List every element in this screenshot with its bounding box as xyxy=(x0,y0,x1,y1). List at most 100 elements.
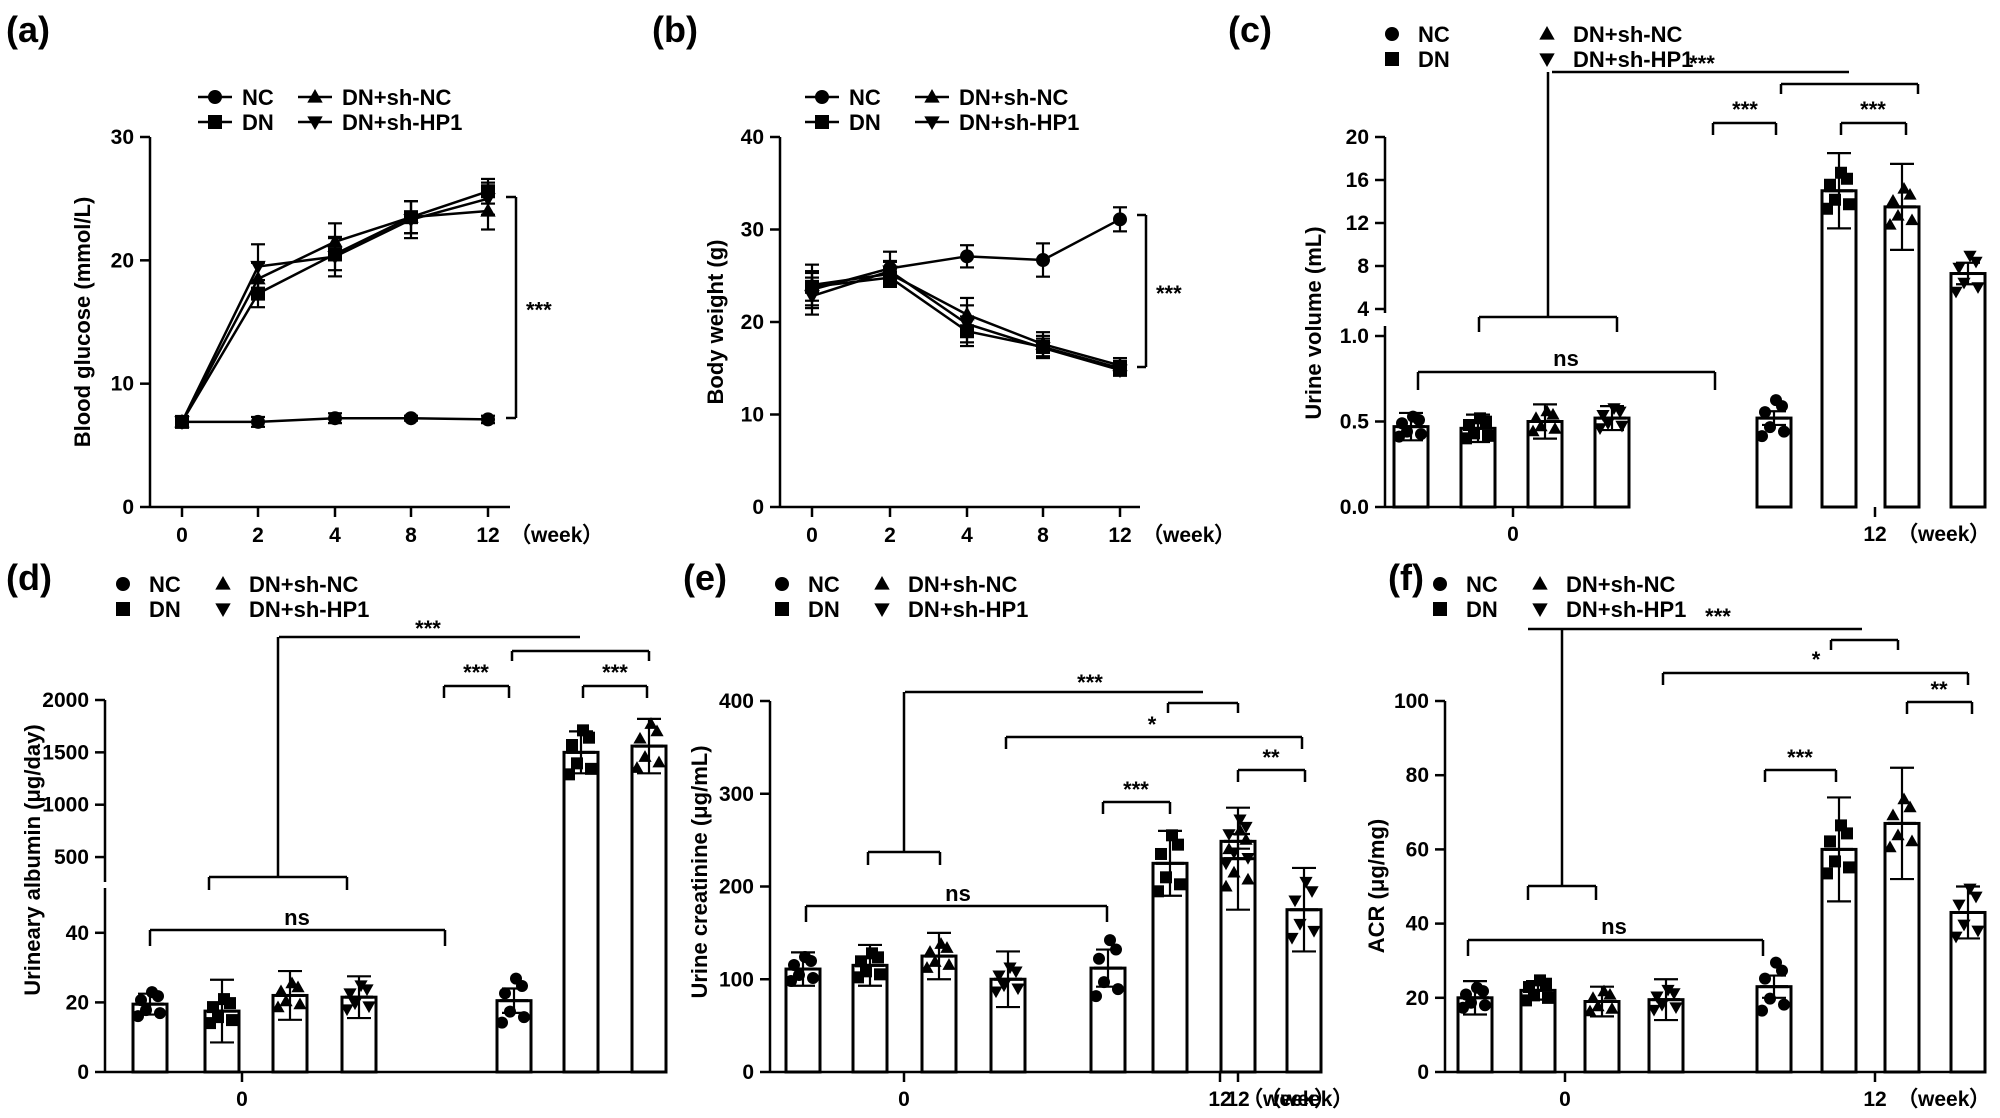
y-tick-label: 20 xyxy=(1346,126,1369,149)
y-tick-label: 200 xyxy=(719,876,754,899)
individual-point xyxy=(566,739,578,752)
individual-point xyxy=(1615,420,1629,433)
y-axis-title: Body weight (g) xyxy=(703,240,728,405)
individual-point xyxy=(638,750,652,762)
sig-label: ns xyxy=(1553,346,1579,371)
legend-marker xyxy=(775,577,789,591)
bar xyxy=(562,750,600,1074)
panel-label: (d) xyxy=(6,557,52,598)
legend-label: NC xyxy=(1466,572,1498,597)
individual-point xyxy=(1971,282,1985,294)
individual-point xyxy=(992,970,1006,983)
individual-point xyxy=(920,961,934,973)
y-tick-label: 8 xyxy=(1357,255,1369,278)
x-tick-label: 0 xyxy=(806,524,818,547)
individual-point xyxy=(1835,166,1847,179)
individual-point xyxy=(644,717,658,729)
individual-point xyxy=(510,972,522,985)
individual-point xyxy=(1299,876,1313,889)
individual-point xyxy=(799,951,811,964)
legend-label: DN+sh-NC xyxy=(249,572,359,597)
y-tick-label: 0.0 xyxy=(1340,496,1369,519)
data-point xyxy=(959,318,975,332)
legend-marker xyxy=(924,88,940,103)
individual-point xyxy=(1897,792,1911,805)
individual-point xyxy=(1307,925,1321,938)
y-tick-label: 0 xyxy=(752,496,764,519)
individual-point xyxy=(1603,987,1617,1000)
individual-point xyxy=(1897,181,1911,194)
individual-point xyxy=(585,762,597,775)
legend-label: DN xyxy=(808,597,840,622)
individual-point xyxy=(285,976,299,989)
y-tick-label: 0 xyxy=(77,1061,89,1084)
legend-label: DN xyxy=(242,110,274,135)
legend-label: DN+sh-HP1 xyxy=(342,110,462,135)
x-tick-label: 8 xyxy=(1037,524,1049,547)
individual-point xyxy=(1883,840,1897,853)
sig-label: *** xyxy=(1787,745,1813,770)
individual-point xyxy=(1110,943,1122,956)
data-point xyxy=(328,411,342,426)
data-point xyxy=(1112,364,1128,379)
individual-point xyxy=(1241,872,1255,885)
individual-point xyxy=(630,761,644,773)
legend-label: DN+sh-NC xyxy=(342,85,452,110)
y-tick-label: 0 xyxy=(1417,1061,1429,1084)
sig-label: ns xyxy=(1601,914,1627,939)
individual-point xyxy=(1155,847,1167,860)
individual-point xyxy=(1233,823,1247,836)
y-tick-label: 40 xyxy=(741,126,764,149)
x-tick-label: 4 xyxy=(961,524,973,547)
individual-point xyxy=(874,968,886,981)
y-tick-label: 100 xyxy=(719,968,754,991)
individual-point xyxy=(1601,418,1615,430)
individual-point xyxy=(1593,423,1607,435)
individual-point xyxy=(1526,424,1540,437)
x-tick-label: 12 xyxy=(1108,524,1131,547)
individual-point xyxy=(1883,217,1897,230)
individual-point xyxy=(1457,1001,1469,1014)
individual-point xyxy=(1843,198,1855,211)
legend-marker xyxy=(775,602,789,616)
legend-label: DN xyxy=(1418,47,1450,72)
individual-point xyxy=(1534,419,1548,432)
legend-marker xyxy=(116,577,130,591)
y-tick-label: 0 xyxy=(122,496,134,519)
y-tick-label: 500 xyxy=(54,846,89,869)
individual-point xyxy=(154,1007,166,1020)
sig-label: *** xyxy=(1077,670,1103,695)
individual-point xyxy=(1285,932,1299,945)
individual-point xyxy=(1596,409,1610,422)
individual-point xyxy=(1460,432,1472,445)
sig-bracket-group: *** xyxy=(1552,51,1920,94)
y-tick-label: 100 xyxy=(1394,690,1429,713)
individual-point xyxy=(1655,999,1669,1012)
y-axis-title: ACR (μg/mg) xyxy=(1364,819,1389,953)
individual-point xyxy=(1759,972,1771,985)
sig-label: * xyxy=(1812,647,1821,672)
individual-point xyxy=(1949,931,1963,944)
individual-point xyxy=(496,1016,508,1029)
individual-point xyxy=(1661,984,1675,997)
individual-point xyxy=(1821,202,1833,215)
x-tick-label: 12 xyxy=(1863,1088,1886,1111)
individual-point xyxy=(1756,430,1768,443)
legend-marker xyxy=(1433,577,1447,591)
individual-point xyxy=(1542,991,1554,1004)
x-tick-label: 8 xyxy=(405,524,417,547)
sig-bracket-group: *** xyxy=(1528,604,1900,650)
legend-label: DN+sh-NC xyxy=(959,85,1069,110)
individual-point xyxy=(1835,819,1847,832)
individual-point xyxy=(1607,403,1621,415)
individual-point xyxy=(340,1004,354,1017)
legend-marker xyxy=(874,603,890,618)
sig-bracket-group: *** xyxy=(581,660,649,698)
sig-bracket-group: *** xyxy=(905,670,1240,713)
y-axis-title: Urine creatinine (μg/mL) xyxy=(687,745,712,998)
x-tick-label: 0 xyxy=(176,524,188,547)
individual-point xyxy=(218,993,230,1006)
data-point xyxy=(1113,212,1127,227)
individual-point xyxy=(1534,974,1546,987)
data-point xyxy=(481,412,495,427)
